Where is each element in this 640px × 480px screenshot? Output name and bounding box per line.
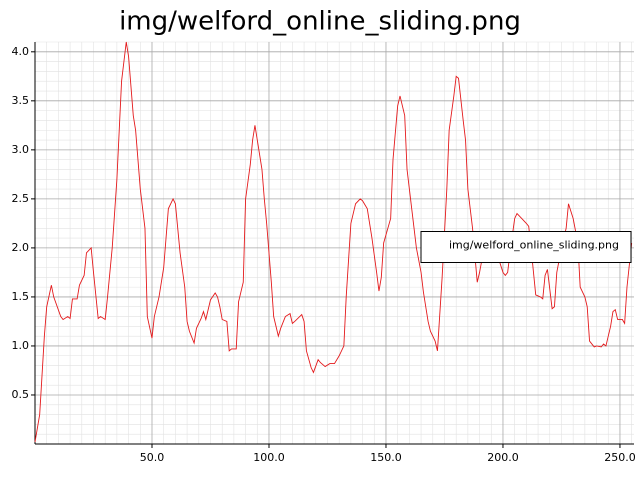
- chart-title: img/welford_online_sliding.png: [119, 7, 521, 37]
- y-tick-label: 3.0: [12, 143, 30, 156]
- x-tick-label: 250.0: [604, 451, 636, 464]
- y-tick-label: 2.5: [12, 192, 30, 205]
- x-tick-label: 200.0: [487, 451, 519, 464]
- x-tick-label: 100.0: [253, 451, 285, 464]
- x-tick-label: 50.0: [140, 451, 165, 464]
- y-tick-label: 2.0: [12, 241, 30, 254]
- y-tick-label: 1.5: [12, 290, 30, 303]
- x-tick-label: 150.0: [370, 451, 402, 464]
- y-tick-label: 3.5: [12, 94, 30, 107]
- legend-box: [420, 231, 632, 263]
- legend-label: img/welford_online_sliding.png: [449, 239, 619, 252]
- y-tick-label: 0.5: [12, 388, 30, 401]
- y-tick-label: 4.0: [12, 45, 30, 58]
- y-tick-label: 1.0: [12, 339, 30, 352]
- data-line: [34, 41, 633, 443]
